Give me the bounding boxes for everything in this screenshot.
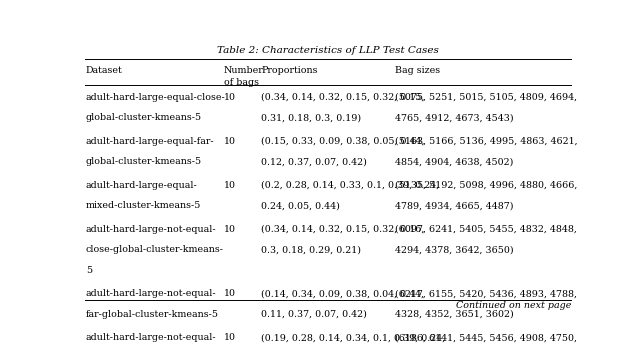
Text: 4328, 4352, 3651, 3602): 4328, 4352, 3651, 3602) [395,310,514,319]
Text: mixed-cluster-kmeans-5: mixed-cluster-kmeans-5 [86,201,202,210]
Text: Proportions: Proportions [261,66,317,75]
Text: 0.3, 0.18, 0.29, 0.21): 0.3, 0.18, 0.29, 0.21) [261,245,361,254]
Text: Bag sizes: Bag sizes [395,66,440,75]
Text: (5135, 5192, 5098, 4996, 4880, 4666,: (5135, 5192, 5098, 4996, 4880, 4666, [395,181,577,190]
Text: adult-hard-large-equal-far-: adult-hard-large-equal-far- [86,137,214,146]
Text: adult-hard-large-not-equal-: adult-hard-large-not-equal- [86,289,216,298]
Text: adult-hard-large-not-equal-: adult-hard-large-not-equal- [86,225,216,234]
Text: (6217, 6155, 5420, 5436, 4893, 4788,: (6217, 6155, 5420, 5436, 4893, 4788, [395,289,577,298]
Text: 10: 10 [224,333,236,342]
Text: 4854, 4904, 4638, 4502): 4854, 4904, 4638, 4502) [395,157,513,166]
Text: (0.34, 0.14, 0.32, 0.15, 0.32, 0.15,: (0.34, 0.14, 0.32, 0.15, 0.32, 0.15, [261,92,424,102]
Text: 4294, 4378, 3642, 3650): 4294, 4378, 3642, 3650) [395,245,513,254]
Text: 10: 10 [224,92,236,102]
Text: far-global-cluster-kmeans-5: far-global-cluster-kmeans-5 [86,310,219,319]
Text: (0.19, 0.28, 0.14, 0.34, 0.1, 0.39, 0.24,: (0.19, 0.28, 0.14, 0.34, 0.1, 0.39, 0.24… [261,333,445,342]
Text: adult-hard-large-equal-close-: adult-hard-large-equal-close- [86,92,226,102]
Text: 0.31, 0.18, 0.3, 0.19): 0.31, 0.18, 0.3, 0.19) [261,113,361,122]
Text: (5075, 5251, 5015, 5105, 4809, 4694,: (5075, 5251, 5015, 5105, 4809, 4694, [395,92,577,102]
Text: 10: 10 [224,181,236,190]
Text: 0.12, 0.37, 0.07, 0.42): 0.12, 0.37, 0.07, 0.42) [261,157,367,166]
Text: 4789, 4934, 4665, 4487): 4789, 4934, 4665, 4487) [395,201,513,210]
Text: 0.11, 0.37, 0.07, 0.42): 0.11, 0.37, 0.07, 0.42) [261,310,367,319]
Text: 0.24, 0.05, 0.44): 0.24, 0.05, 0.44) [261,201,340,210]
Text: global-cluster-kmeans-5: global-cluster-kmeans-5 [86,157,202,166]
Text: adult-hard-large-not-equal-: adult-hard-large-not-equal- [86,333,216,342]
Text: Table 2: Characteristics of LLP Test Cases: Table 2: Characteristics of LLP Test Cas… [217,46,439,55]
Text: Number: Number [224,66,264,75]
Text: of bags: of bags [224,78,259,87]
Text: Dataset: Dataset [86,66,123,75]
Text: (0.15, 0.33, 0.09, 0.38, 0.05, 0.44,: (0.15, 0.33, 0.09, 0.38, 0.05, 0.44, [261,137,424,146]
Text: 10: 10 [224,289,236,298]
Text: Continued on next page: Continued on next page [456,301,571,310]
Text: 5: 5 [86,266,92,275]
Text: 10: 10 [224,225,236,234]
Text: 4765, 4912, 4673, 4543): 4765, 4912, 4673, 4543) [395,113,513,122]
Text: adult-hard-large-equal-: adult-hard-large-equal- [86,181,198,190]
Text: (6186, 6141, 5445, 5456, 4908, 4750,: (6186, 6141, 5445, 5456, 4908, 4750, [395,333,577,342]
Text: global-cluster-kmeans-5: global-cluster-kmeans-5 [86,113,202,122]
Text: (6097, 6241, 5405, 5455, 4832, 4848,: (6097, 6241, 5405, 5455, 4832, 4848, [395,225,577,234]
Text: (0.14, 0.34, 0.09, 0.38, 0.04, 0.44,: (0.14, 0.34, 0.09, 0.38, 0.04, 0.44, [261,289,424,298]
Text: 10: 10 [224,137,236,146]
Text: close-global-cluster-kmeans-: close-global-cluster-kmeans- [86,245,224,254]
Text: (0.34, 0.14, 0.32, 0.15, 0.32, 0.16,: (0.34, 0.14, 0.32, 0.15, 0.32, 0.16, [261,225,424,234]
Text: (0.2, 0.28, 0.14, 0.33, 0.1, 0.39, 0.24,: (0.2, 0.28, 0.14, 0.33, 0.1, 0.39, 0.24, [261,181,439,190]
Text: (5163, 5166, 5136, 4995, 4863, 4621,: (5163, 5166, 5136, 4995, 4863, 4621, [395,137,577,146]
